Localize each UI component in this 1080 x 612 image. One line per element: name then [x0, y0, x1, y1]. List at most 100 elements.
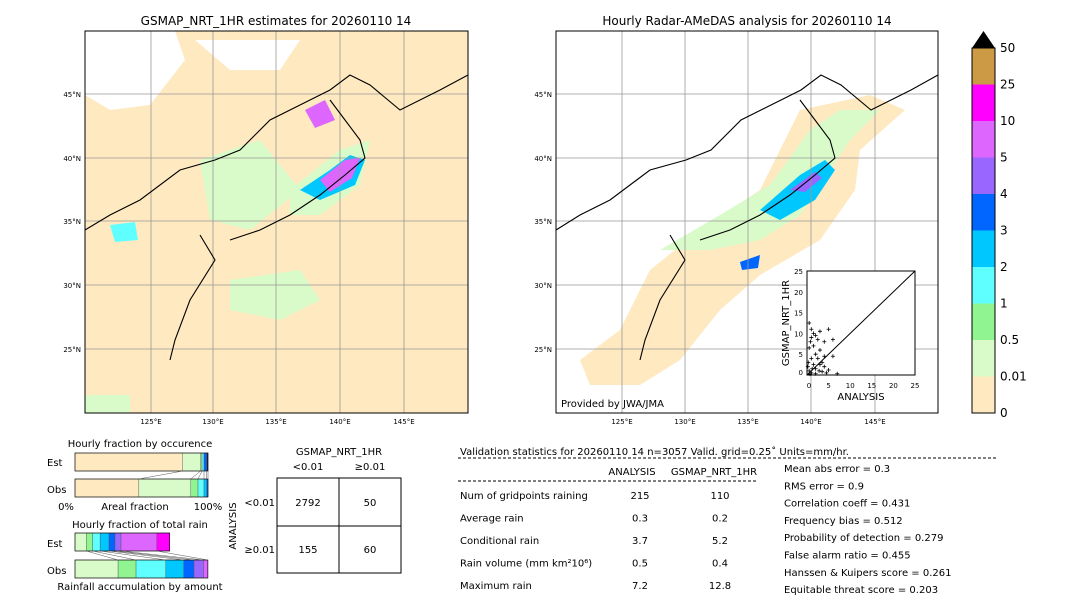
stats-score: Frequency bias = 0.512: [784, 516, 903, 527]
scatter-point: [813, 366, 818, 371]
scatter-point: [822, 364, 827, 369]
lat-label: 45°N: [63, 91, 81, 99]
fraction-bar-segment: [74, 532, 87, 552]
fraction-bar-segment: [114, 532, 122, 552]
scatter-ylabel: GSMAP_NRT_1HR: [781, 280, 792, 366]
stats-row-gsmap: 110: [710, 491, 729, 502]
scatter-point: [822, 354, 827, 359]
scatter-point: [811, 331, 816, 336]
fraction-bar-segment: [99, 532, 110, 552]
scatter-point: [813, 371, 818, 376]
scatter-point: [809, 356, 814, 361]
stats-row-analysis: 3.7: [632, 536, 648, 547]
stats-row-gsmap: 0.2: [712, 514, 728, 525]
ct-cell-00: 2792: [295, 498, 320, 509]
lon-label: 140°E: [800, 418, 821, 426]
left-map-gridlines: [85, 31, 468, 413]
left-map-frame: [84, 30, 469, 414]
colorbar-label: 3: [1000, 224, 1008, 238]
scatter-inset: 0 5 10 15 20 25 0 5 10 15 20 25 ANALYSIS GSMAP_NRT_…: [781, 268, 919, 403]
colorbar-label: 5: [1000, 151, 1008, 165]
left-map-title: GSMAP_NRT_1HR estimates for 20260110 14: [141, 14, 412, 28]
stats-row-analysis: 7.2: [632, 581, 648, 592]
scatter-xlabel: ANALYSIS: [837, 392, 884, 403]
fraction-bar-segment: [74, 452, 183, 472]
colorbar-segment: [972, 48, 995, 85]
scatter-point: [815, 337, 820, 342]
occ-xlabel: Areal fraction: [101, 502, 168, 513]
colorbar-label: 25: [1000, 78, 1015, 92]
ct-col-title: GSMAP_NRT_1HR: [296, 447, 382, 458]
stats-row-label: Average rain: [460, 514, 524, 525]
fraction-bar-segment: [197, 478, 205, 498]
lon-label: 130°E: [202, 418, 223, 426]
one-to-one-line: [806, 270, 916, 376]
occurrence-title: Hourly fraction by occurence: [68, 439, 212, 450]
fraction-bar-segment: [203, 559, 209, 579]
stats-col-analysis: ANALYSIS: [608, 467, 655, 478]
fraction-bar-segment: [86, 532, 93, 552]
data-credit: Provided by JWA/JMA: [561, 399, 664, 410]
colorbar-label: 50: [1000, 41, 1015, 55]
fraction-bar-segment: [135, 559, 167, 579]
ct-col-1: ≥0.01: [355, 462, 386, 473]
fraction-bar-segment: [117, 559, 137, 579]
lon-label: 135°E: [737, 418, 758, 426]
scatter-point: [830, 337, 835, 342]
stats-score: Equitable threat score = 0.203: [784, 585, 938, 596]
colorbar-segment: [972, 84, 995, 121]
stats-row-label: Maximum rain: [460, 581, 532, 592]
colorbar-label: 1: [1000, 297, 1008, 311]
fraction-bar-segment: [74, 478, 140, 498]
scatter-point: [811, 362, 816, 367]
lon-label: 145°E: [864, 418, 885, 426]
scatter-point: [826, 327, 831, 332]
contingency-table: GSMAP_NRT_1HR <0.01 ≥0.01 ANALYSIS <0.01…: [228, 447, 402, 574]
colorbar-segment: [972, 230, 995, 267]
rain-xlabel: Rainfall accumulation by amount: [57, 582, 222, 593]
scatter-ytick: 15: [794, 310, 803, 318]
stats-row-label: Num of gridpoints raining: [460, 491, 588, 502]
lat-label: 45°N: [534, 91, 552, 99]
fraction-bar-segment: [138, 478, 191, 498]
colorbar-label: 0.01: [1000, 370, 1027, 384]
fraction-bar-segment: [92, 532, 101, 552]
lat-label: 40°N: [534, 155, 552, 163]
colorbar-segment: [972, 267, 995, 304]
scatter-point: [817, 368, 822, 373]
colorbar-extend-arrow: [972, 31, 995, 48]
occ-est-label: Est: [47, 458, 63, 469]
scatter-ytick: 10: [794, 330, 803, 338]
stats-row-analysis: 0.5: [632, 559, 648, 570]
rain-obs-label: Obs: [47, 566, 66, 577]
stats-row-gsmap: 12.8: [709, 581, 731, 592]
scatter-ytick: 5: [799, 351, 803, 359]
scatter-point: [820, 369, 825, 374]
fraction-bar-segment: [108, 532, 116, 552]
lat-label: 30°N: [63, 282, 81, 290]
lon-label: 130°E: [674, 418, 695, 426]
stats-row-label: Conditional rain: [460, 536, 539, 547]
scatter-point: [809, 327, 814, 332]
stats-header: Validation statistics for 20260110 14 n=…: [460, 446, 849, 458]
scatter-ytick: 0: [799, 369, 803, 377]
lat-label: 25°N: [63, 346, 81, 354]
occ-xtick-0: 0%: [58, 502, 74, 513]
stats-score: RMS error = 0.9: [784, 481, 864, 492]
ct-cell-01: 50: [364, 498, 377, 509]
scatter-point: [808, 339, 813, 344]
scatter-point: [806, 360, 811, 365]
validation-stats: Validation statistics for 20260110 14 n=…: [458, 446, 996, 596]
scatter-point: [835, 371, 840, 376]
colorbar-label: 2: [1000, 260, 1008, 274]
lon-label: 125°E: [611, 418, 632, 426]
colorbar-segment: [972, 121, 995, 158]
scatter-point: [822, 339, 827, 344]
lat-label: 25°N: [534, 346, 552, 354]
right-map-frame: [555, 30, 939, 414]
fraction-bar-segment: [182, 452, 201, 472]
colorbar-label: 10: [1000, 114, 1015, 128]
fraction-bar-segment: [165, 559, 184, 579]
lat-label: 30°N: [534, 282, 552, 290]
